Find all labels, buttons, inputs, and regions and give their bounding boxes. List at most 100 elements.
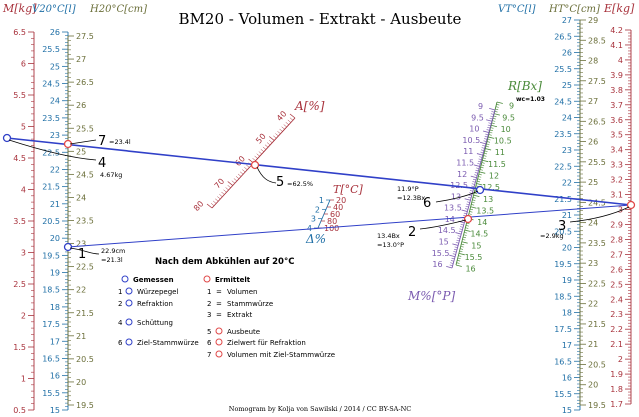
right-height-scale-tick-label: 27 (588, 97, 598, 106)
brix-scale-tick-label: 11 (495, 148, 505, 157)
apercent-scale: 80 70 60 50 40 (192, 109, 296, 213)
right-height-scale-tick-label: 27.5 (588, 77, 606, 86)
mpercent-scale-minor-tick (465, 205, 469, 208)
left-volume-scale-tick-label: 20.5 (42, 217, 60, 226)
legend-measured-number: 1 (118, 288, 122, 296)
right-volume-scale-tick-label: 26 (562, 49, 572, 58)
apercent-scale-tick (206, 203, 213, 209)
brix-scale-minor-tick (487, 138, 491, 141)
apercent-scale-minor-tick (287, 119, 292, 123)
brix-scale-minor-tick (458, 255, 462, 257)
mpercent-scale-tick-label: 15 (439, 237, 449, 246)
mpercent-scale-tick (489, 108, 496, 111)
brix-scale-minor-tick (469, 208, 474, 211)
apercent-scale-minor-tick (260, 149, 265, 152)
mpercent-scale-minor-tick (472, 181, 476, 183)
apercent-scale-minor-tick (244, 167, 248, 170)
right-extract-scale-tick-label: 1.9 (610, 370, 623, 379)
mpercent-scale-minor-tick (475, 169, 479, 172)
legend-rows: 1 Würzepegel 2 Refraktion 4 Schüttung 6 Ziel-St… (118, 287, 335, 359)
apercent-scale-tick-label: 80 (192, 199, 206, 213)
leader-2 (419, 219, 467, 230)
apercent-scale-minor-tick (217, 196, 221, 200)
mpercent-scale-minor-tick (488, 122, 492, 124)
brix-scale-minor-tick (460, 246, 464, 248)
right-extract-scale-tick-label: 3.8 (610, 86, 623, 95)
right-height-scale-tick-label: 24 (588, 219, 598, 228)
apercent-scale-minor-tick (275, 133, 279, 137)
mpercent-scale-tick (473, 164, 480, 167)
legend-measured-number: 6 (118, 339, 123, 347)
left-height-scale-tick-label: 25 (76, 147, 86, 156)
brix-scale-minor-tick (469, 211, 473, 213)
brix-scale-minor-tick (496, 104, 500, 106)
mpercent-scale-minor-tick (479, 156, 483, 158)
brix-scale-minor-tick (478, 173, 482, 176)
legend-measured-title: Gemessen (133, 276, 174, 284)
mpercent-scale-tick (482, 130, 489, 133)
brix-scale-tick-label: 15.5 (465, 253, 483, 262)
right-extract-scale-tick-label: 3.6 (610, 116, 623, 125)
mpercent-axis-label: M%[°P] (407, 289, 455, 303)
right-volume-scale-tick-label: 17 (562, 341, 572, 350)
legend-measured-item: Refraktion (137, 300, 173, 308)
legend-computed-title: Ermittelt (215, 276, 251, 284)
left-mass-axis-label: M[kg] (2, 2, 37, 15)
delta-axis-label: Δ% (305, 232, 326, 246)
temp-axis-label: T[°C] (333, 183, 364, 196)
brix-scale-tick-label: 9 (509, 102, 514, 111)
right-height-scale-tick-label: 26 (588, 138, 598, 147)
mpercent-scale-minor-tick (491, 111, 495, 113)
brix-scale-tick (479, 171, 486, 174)
left-height-scale-tick-label: 22 (76, 286, 86, 295)
annotation-6-value-a: 11.9°P (397, 185, 419, 193)
right-volume-scale-tick-label: 27 (562, 16, 572, 25)
right-volume-scale-tick-label: 16 (562, 374, 572, 383)
legend-measured-item: Würzepegel (137, 288, 178, 296)
apercent-scale-minor-tick (227, 185, 231, 188)
brix-scale-minor-tick (457, 260, 461, 262)
legend-computed-number: 3 (207, 311, 211, 319)
mpercent-scale-minor-tick (480, 151, 484, 154)
mpercent-scale-tick (446, 266, 453, 269)
legend-computed-marker (203, 275, 211, 283)
mpercent-scale-tick (449, 254, 456, 258)
right-extract-scale-tick-label: 4.2 (610, 26, 623, 35)
brix-scale-minor-tick (478, 176, 482, 178)
brix-scale-minor-tick (488, 134, 492, 136)
brix-scale-minor-tick (464, 232, 468, 234)
left-height-scale-tick-label: 23.5 (76, 217, 94, 226)
apercent-scale-minor-tick (262, 146, 267, 150)
apercent-scale-minor-tick (237, 173, 242, 177)
apercent-scale-minor-tick (210, 203, 215, 206)
annotation-6-value-b: =12.3Bx (397, 194, 425, 202)
mpercent-scale-tick-label: 11.5 (456, 158, 474, 167)
brix-scale-tick (455, 264, 462, 267)
brix-scale-minor-tick (495, 108, 499, 111)
left-mass-scale-tick-label: 6 (21, 60, 26, 69)
mpercent-scale-minor-tick (472, 178, 477, 181)
left-volume-scale-tick-label: 26 (50, 28, 60, 37)
mpercent-scale-minor-tick (490, 115, 494, 118)
mpercent-scale-minor-tick (480, 149, 485, 151)
mpercent-scale-tick-label: 14.5 (438, 226, 456, 235)
brix-scale-tick (485, 148, 492, 151)
right-height-scale-tick-label: 25 (588, 178, 598, 187)
brix-scale-minor-tick (459, 250, 463, 253)
left-height-scale-tick-label: 19.5 (76, 401, 94, 410)
brix-scale-minor-tick (481, 162, 485, 164)
brix-scale-tick-label: 13 (483, 195, 493, 204)
mpercent-scale-tick-label: 10 (469, 125, 479, 134)
brix-scale-minor-tick (489, 131, 493, 134)
right-volume-scale-tick-label: 23 (562, 146, 572, 155)
left-volume-scale-tick-label: 22 (50, 165, 60, 174)
apercent-scale-minor-tick (266, 142, 271, 146)
marker-brix-upper (475, 185, 485, 195)
left-volume-scale-tick-label: 16 (50, 372, 60, 381)
apercent-scale-minor-tick (289, 117, 294, 121)
right-height-scale-tick-label: 19.5 (588, 401, 606, 410)
brix-scale-minor-tick (460, 248, 464, 250)
apercent-scale-tick-label: 60 (233, 154, 247, 168)
apercent-scale-minor-tick (258, 151, 262, 155)
